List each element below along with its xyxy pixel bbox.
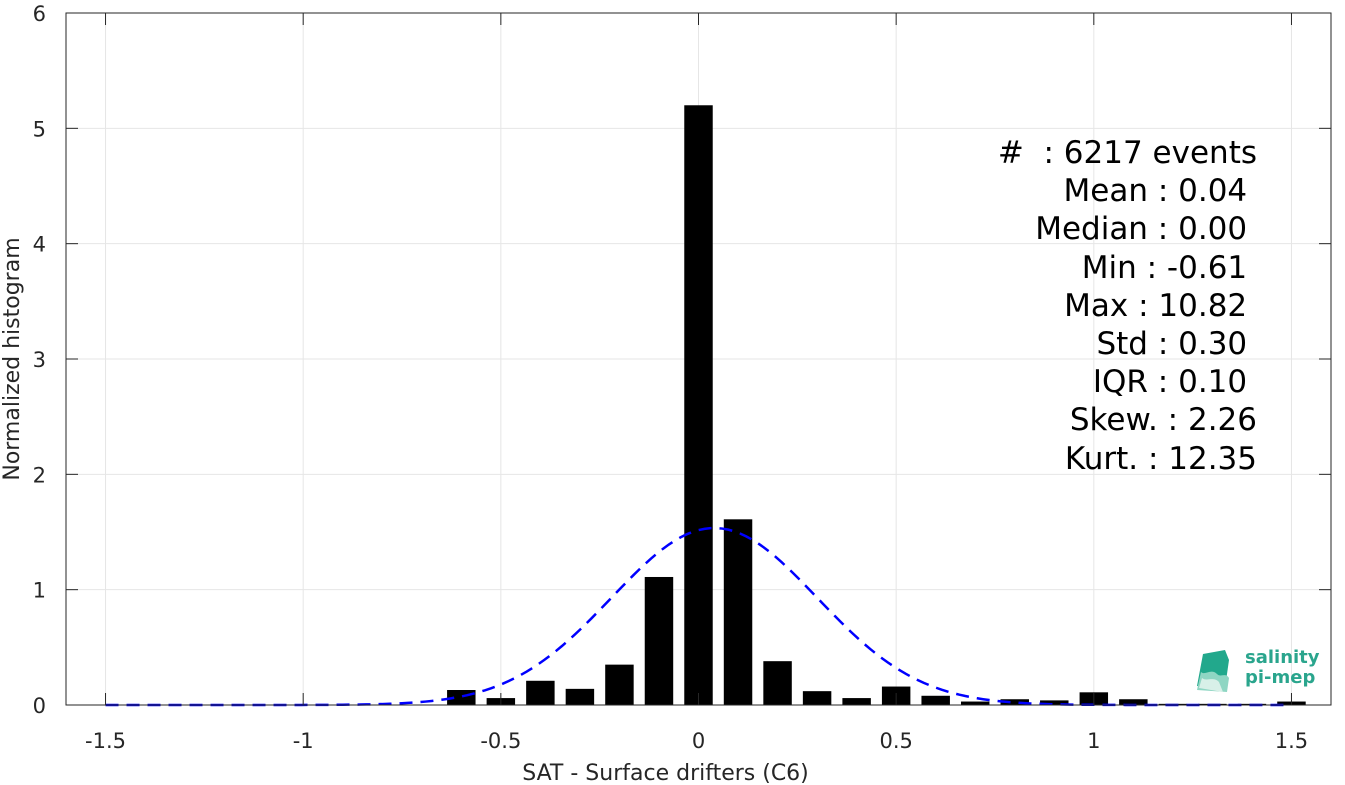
y-tick-label: 5 <box>33 117 46 141</box>
y-tick-label: 3 <box>33 348 46 372</box>
y-tick-label: 1 <box>33 579 46 603</box>
histogram-bar <box>1119 699 1148 705</box>
logo-line-2: pi-mep <box>1245 667 1316 688</box>
histogram-bar <box>921 695 950 705</box>
histogram-bar <box>526 680 555 705</box>
x-tick-labels: -1.5 -1 -0.5 0 0.5 1 1.5 <box>85 729 1308 753</box>
stat-max: Max : 10.82 <box>1064 287 1257 324</box>
salinity-pi-mep-logo-icon <box>1197 650 1229 692</box>
stat-skew: Skew. : 2.26 <box>1069 402 1257 439</box>
statistics-panel: # : 6217 events Mean : 0.04 Median : 0.0… <box>900 134 1257 478</box>
histogram-bar <box>842 698 871 705</box>
stat-min: Min : -0.61 <box>1081 249 1257 286</box>
y-tick-label: 4 <box>33 233 46 257</box>
histogram-bar <box>565 688 595 705</box>
x-tick-label: 0 <box>692 729 705 753</box>
stat-mean: Mean : 0.04 <box>1063 173 1257 210</box>
stat-count: # : 6217 events <box>997 135 1257 171</box>
x-tick-label: 1 <box>1087 729 1100 753</box>
histogram-bar <box>605 664 634 705</box>
histogram-bar <box>802 691 832 705</box>
stat-kurt: Kurt. : 12.35 <box>1064 440 1257 477</box>
logo-line-1: salinity <box>1245 647 1320 668</box>
y-tick-labels: 0 1 2 3 4 5 6 <box>33 2 46 718</box>
x-tick-label: 1.5 <box>1275 729 1308 753</box>
y-tick-label: 6 <box>33 2 46 26</box>
stat-std: Std : 0.30 <box>1096 326 1257 363</box>
histogram-bar <box>684 105 713 706</box>
y-tick-label: 0 <box>33 694 46 718</box>
stat-iqr: IQR : 0.10 <box>1092 364 1257 401</box>
x-axis-label: SAT - Surface drifters (C6) <box>522 761 809 785</box>
y-tick-label: 2 <box>33 463 46 487</box>
histogram-bar <box>1040 700 1069 705</box>
axis-ticks <box>66 12 1331 706</box>
x-tick-label: -1 <box>293 729 314 753</box>
histogram-bar <box>1000 699 1029 705</box>
histogram-bar <box>960 701 990 705</box>
histogram-bar <box>723 519 753 705</box>
histogram-bar <box>763 661 792 705</box>
x-tick-label: -1.5 <box>85 729 126 753</box>
stat-median: Median : 0.00 <box>1035 211 1257 248</box>
logo-text: salinity pi-mep <box>1245 648 1320 688</box>
x-tick-label: 0.5 <box>879 729 912 753</box>
y-axis-label: Normalized histogram <box>0 237 25 480</box>
x-tick-label: -0.5 <box>480 729 521 753</box>
histogram-bar <box>644 576 674 705</box>
